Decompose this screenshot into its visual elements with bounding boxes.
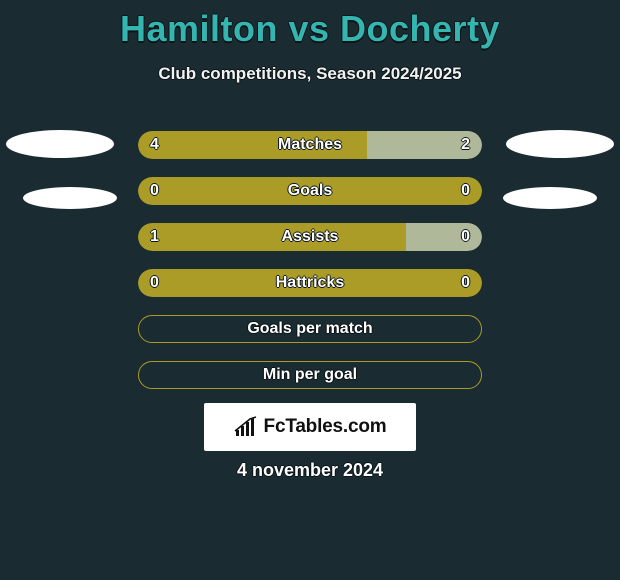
stat-label: Matches	[138, 131, 482, 159]
stat-row: 42Matches	[138, 131, 482, 159]
player2-avatar-placeholder	[506, 130, 614, 158]
player2-avatar-placeholder-shadow	[503, 187, 597, 209]
page-subtitle: Club competitions, Season 2024/2025	[0, 64, 620, 84]
brand-logo-box: FcTables.com	[204, 403, 416, 451]
stat-row: 10Assists	[138, 223, 482, 251]
brand-logo-text: FcTables.com	[264, 416, 387, 438]
stat-row: Min per goal	[138, 361, 482, 389]
comparison-card: Hamilton vs Docherty Club competitions, …	[0, 8, 620, 580]
player1-avatar-placeholder	[6, 130, 114, 158]
page-title: Hamilton vs Docherty	[0, 8, 620, 50]
stat-label: Assists	[138, 223, 482, 251]
stat-label: Min per goal	[139, 362, 481, 388]
player1-avatar-placeholder-shadow	[23, 187, 117, 209]
stat-row: 00Goals	[138, 177, 482, 205]
stat-label: Goals per match	[139, 316, 481, 342]
stat-label: Hattricks	[138, 269, 482, 297]
bar-chart-icon	[234, 416, 260, 438]
stat-row: Goals per match	[138, 315, 482, 343]
stat-row: 00Hattricks	[138, 269, 482, 297]
snapshot-date: 4 november 2024	[0, 460, 620, 481]
stat-label: Goals	[138, 177, 482, 205]
stat-rows: 42Matches 00Goals 10Assists 00Hattricks Goal…	[138, 131, 482, 407]
